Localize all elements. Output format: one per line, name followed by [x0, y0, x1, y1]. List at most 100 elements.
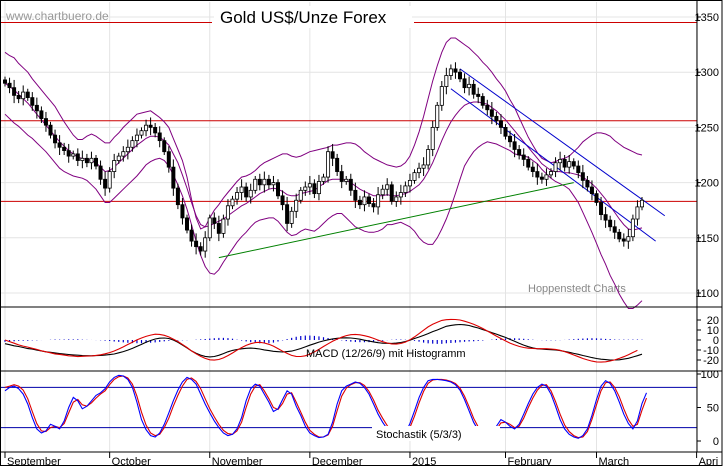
candle-body [512, 141, 517, 150]
candle-body [335, 157, 340, 172]
candle-body [30, 97, 35, 106]
downtrend-channel-line [450, 88, 656, 242]
candle-body [476, 93, 481, 97]
price-tick-label: 1100 [695, 288, 719, 300]
candle-body [134, 134, 139, 142]
candle-body [594, 193, 599, 203]
candle-body [362, 196, 367, 206]
x-axis-labels: September October November December 2015 Febr… [4, 452, 719, 466]
candle-body [571, 161, 576, 167]
candle-body [640, 199, 645, 208]
price-tick-label: 1250 [695, 122, 719, 134]
candle-body [385, 184, 390, 190]
stochastic-tick-label: 0 [713, 436, 719, 448]
candle-body [635, 206, 640, 220]
x-axis-label: December [312, 456, 363, 466]
candle-body [203, 237, 208, 252]
candle-body [21, 91, 26, 100]
candle-body [57, 142, 62, 148]
macd-tick-label: 10 [707, 325, 719, 337]
candle-body [121, 151, 126, 157]
candle-body [421, 164, 426, 169]
macd-signal-line [4, 318, 638, 363]
candle-body [330, 151, 335, 159]
macd-tick-label: 20 [707, 315, 719, 327]
candle-body [344, 178, 349, 182]
candle-body [430, 127, 435, 150]
candle-body [467, 83, 472, 89]
candle-body [225, 205, 230, 220]
candle-body [380, 188, 385, 196]
candle-body [589, 186, 594, 195]
candle-body [562, 159, 567, 168]
candle-body [153, 127, 158, 134]
candle-body [389, 184, 394, 202]
price-tick-label: 1300 [695, 67, 719, 79]
candle-body [230, 198, 235, 207]
stoch-title-background [372, 426, 500, 441]
candle-body [43, 118, 48, 126]
y-axis-tick-labels: 11001150120012501300135020100-10-2005010… [695, 12, 719, 448]
candle-body [294, 199, 299, 212]
uptrend-line [218, 182, 574, 259]
candle-body [366, 196, 371, 204]
candle-body [139, 130, 144, 136]
price-tick-label: 1350 [695, 12, 719, 24]
candle-body [448, 68, 453, 76]
candle-body [371, 203, 376, 208]
candle-body [494, 115, 499, 122]
candle-body [580, 172, 585, 181]
candle-body [521, 154, 526, 160]
macd-tick-label: -10 [703, 345, 719, 357]
candle-body [426, 149, 431, 166]
bollinger-lower-line [4, 113, 643, 309]
candle-body [503, 127, 508, 137]
candle-body [394, 196, 399, 202]
candle-body [498, 120, 503, 128]
title-background [214, 6, 412, 28]
candle-body [257, 178, 262, 186]
macd-title: MACD (12/26/9) mit Histogramm [306, 348, 466, 360]
candle-body [107, 171, 112, 189]
candle-body [471, 83, 476, 95]
candle-body [7, 82, 12, 89]
candle-body [184, 217, 189, 231]
candle-body [207, 217, 212, 239]
watermark-text: www.chartbuero.de [5, 9, 109, 23]
candle-body [116, 155, 121, 161]
x-axis-label: Apri [699, 456, 719, 466]
candle-body [53, 134, 58, 144]
candle-body [16, 94, 21, 100]
price-horizontal-lines [0, 22, 697, 202]
candle-body [80, 157, 85, 161]
candle-body [221, 218, 226, 234]
candle-body [244, 186, 249, 198]
candle-body [175, 187, 180, 206]
candle-body [439, 86, 444, 106]
candle-body [166, 151, 171, 168]
candle-body [339, 171, 344, 182]
candle-body [307, 183, 312, 188]
credit-text: Hoppenstedt Charts [528, 283, 626, 295]
candle-body [576, 165, 581, 174]
candle-body [148, 124, 153, 128]
candle-body [348, 178, 353, 191]
candle-body [530, 166, 535, 172]
stochastic-d-line [4, 375, 648, 439]
candle-body [94, 157, 99, 167]
x-axis-label: November [212, 456, 263, 466]
candle-body [630, 218, 635, 238]
downtrend-channel-line [459, 68, 666, 217]
price-candles [3, 62, 645, 258]
candle-body [526, 159, 531, 168]
candle-body [298, 189, 303, 201]
bollinger-middle-line [4, 82, 643, 231]
candle-body [326, 151, 331, 178]
candle-body [71, 153, 76, 157]
candle-body [398, 192, 403, 198]
candle-body [89, 157, 94, 164]
candle-body [535, 171, 540, 178]
candle-body [189, 229, 194, 242]
price-tick-label: 1200 [695, 178, 719, 190]
